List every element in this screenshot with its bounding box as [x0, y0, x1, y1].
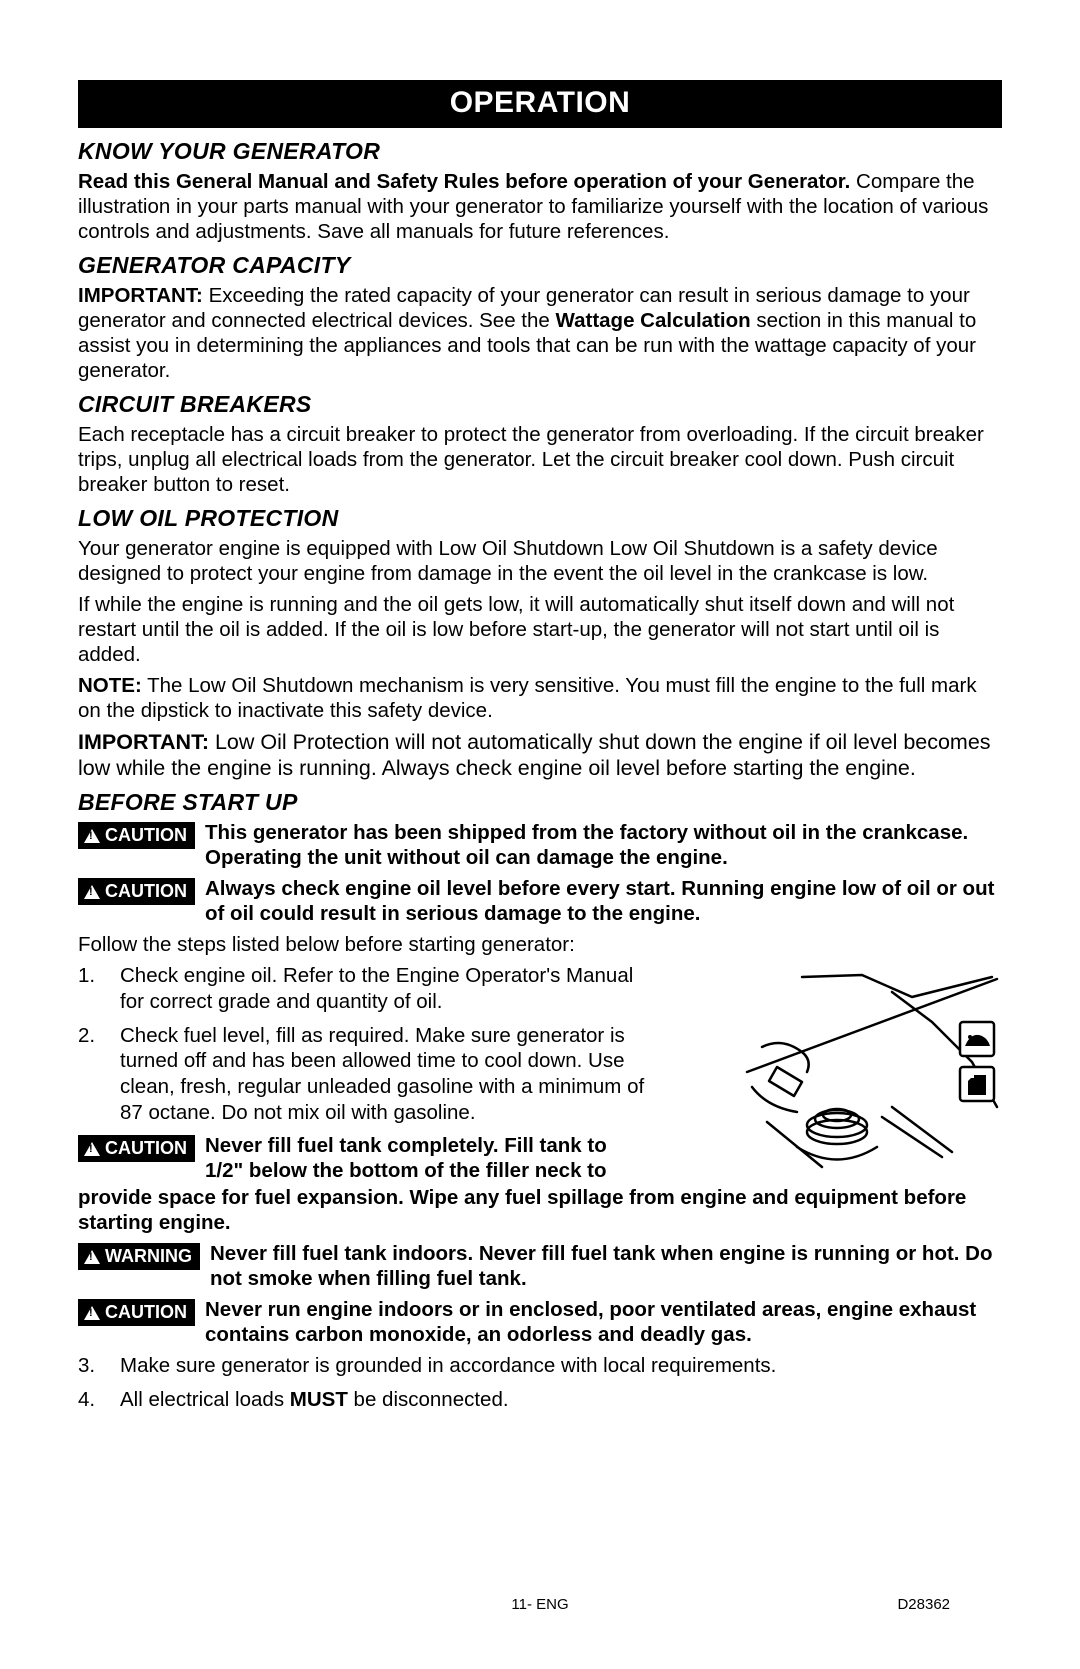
warning-triangle-icon	[84, 1306, 100, 1320]
warning-text: Never fill fuel tank indoors. Never fill…	[210, 1241, 1002, 1291]
lowoil-important-text: Low Oil Protection will not automaticall…	[78, 730, 991, 780]
caution-3b-text: provide space for fuel expansion. Wipe a…	[78, 1185, 1002, 1235]
lowoil-p1: Your generator engine is equipped with L…	[78, 536, 1002, 586]
capacity-paragraph: IMPORTANT: Exceeding the rated capacity …	[78, 283, 1002, 383]
caution-row-3: CAUTION Never fill fuel tank completely.…	[78, 1133, 732, 1183]
step-2: Check fuel level, fill as required. Make…	[78, 1023, 658, 1126]
lowoil-p2: If while the engine is running and the o…	[78, 592, 1002, 667]
generator-fill-illustration	[742, 967, 1002, 1177]
important-label: IMPORTANT:	[78, 730, 209, 754]
caution-badge: CAUTION	[78, 1299, 195, 1326]
caution-2-text: Always check engine oil level before eve…	[205, 876, 1002, 926]
caution-4-text: Never run engine indoors or in enclosed,…	[205, 1297, 1002, 1347]
know-lead-bold: Read this General Manual and Safety Rule…	[78, 170, 850, 193]
capacity-wattage-bold: Wattage Calculation	[556, 309, 751, 332]
lowoil-note-text: The Low Oil Shutdown mechanism is very s…	[78, 674, 977, 722]
caution-label: CAUTION	[105, 1302, 187, 1323]
caution-row-2: CAUTION Always check engine oil level be…	[78, 876, 1002, 926]
breakers-body: Each receptacle has a circuit breaker to…	[78, 422, 1002, 497]
capacity-important-label: IMPORTANT:	[78, 284, 203, 307]
step-1: Check engine oil. Refer to the Engine Op…	[78, 963, 658, 1014]
page-title: OPERATION	[450, 86, 631, 119]
step-4a: All electrical loads	[120, 1388, 290, 1411]
caution-row-4: CAUTION Never run engine indoors or in e…	[78, 1297, 1002, 1347]
step-4: All electrical loads MUST be disconnecte…	[78, 1387, 1002, 1413]
warning-label: WARNING	[105, 1246, 192, 1267]
caution-3a-text: Never fill fuel tank completely. Fill ta…	[205, 1133, 635, 1183]
step-4c: be disconnected.	[348, 1388, 509, 1411]
lowoil-note: NOTE: The Low Oil Shutdown mechanism is …	[78, 673, 1002, 723]
warning-badge: WARNING	[78, 1243, 200, 1270]
warning-triangle-icon	[84, 1142, 100, 1156]
page-title-bar: OPERATION	[78, 80, 1002, 128]
document-number: D28362	[897, 1596, 950, 1613]
warning-triangle-icon	[84, 829, 100, 843]
step-4-must: MUST	[290, 1388, 348, 1411]
heading-before-start-up: BEFORE START UP	[78, 789, 1002, 816]
heading-circuit-breakers: CIRCUIT BREAKERS	[78, 391, 1002, 418]
warning-row: WARNING Never fill fuel tank indoors. Ne…	[78, 1241, 1002, 1291]
heading-generator-capacity: GENERATOR CAPACITY	[78, 252, 1002, 279]
warning-triangle-icon	[84, 1250, 100, 1264]
heading-low-oil-protection: LOW OIL PROTECTION	[78, 505, 1002, 532]
warning-triangle-icon	[84, 885, 100, 899]
follow-steps-text: Follow the steps listed below before sta…	[78, 932, 1002, 957]
caution-badge: CAUTION	[78, 822, 195, 849]
know-paragraph: Read this General Manual and Safety Rule…	[78, 169, 1002, 244]
lowoil-important: IMPORTANT: Low Oil Protection will not a…	[78, 729, 1002, 781]
caution-label: CAUTION	[105, 825, 187, 846]
caution-label: CAUTION	[105, 881, 187, 902]
caution-badge: CAUTION	[78, 1135, 195, 1162]
caution-label: CAUTION	[105, 1138, 187, 1159]
startup-steps-list-continued: Make sure generator is grounded in accor…	[78, 1353, 1002, 1412]
caution-badge: CAUTION	[78, 878, 195, 905]
step-3: Make sure generator is grounded in accor…	[78, 1353, 1002, 1379]
caution-row-1: CAUTION This generator has been shipped …	[78, 820, 1002, 870]
caution-1-text: This generator has been shipped from the…	[205, 820, 1002, 870]
note-label: NOTE:	[78, 674, 142, 697]
heading-know-your-generator: KNOW YOUR GENERATOR	[78, 138, 1002, 165]
